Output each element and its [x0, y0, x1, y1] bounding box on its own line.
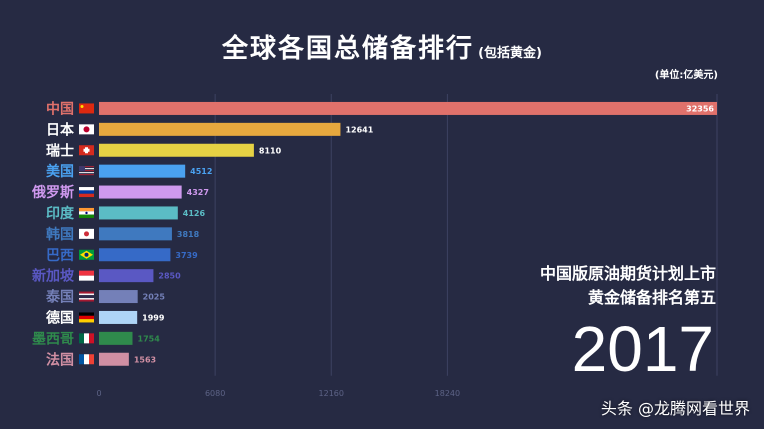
data-label: 4327	[187, 188, 209, 197]
annotation: 中国版原油期货计划上市 黄金储备排名第五	[540, 262, 716, 310]
data-label: 3739	[175, 251, 198, 260]
chart-title: 全球各国总储备排行	[222, 34, 475, 64]
x-tick-label: 6080	[205, 389, 225, 398]
bar	[99, 290, 138, 304]
bar	[99, 206, 178, 220]
category-label: 印度	[46, 205, 75, 222]
flag-jp-icon	[79, 124, 94, 135]
bar	[99, 164, 186, 178]
flag-de-icon	[79, 312, 94, 323]
data-label: 1754	[138, 334, 161, 343]
watermark: 头条 @龙腾网看世界	[600, 399, 750, 418]
bar	[99, 331, 133, 345]
data-label: 1999	[142, 313, 165, 322]
bar	[99, 269, 154, 283]
flag-sg-icon	[79, 270, 94, 281]
category-label: 泰国	[45, 289, 74, 306]
data-label: 2025	[143, 293, 166, 302]
category-label: 俄罗斯	[31, 184, 74, 201]
data-label: 8110	[259, 146, 282, 155]
data-label: 4126	[183, 209, 206, 218]
data-label: 4512	[190, 167, 212, 176]
bar	[99, 352, 129, 366]
category-label: 瑞士	[46, 142, 74, 159]
data-label: 3818	[177, 230, 200, 239]
chart-subtitle: (包括黄金)	[478, 46, 542, 61]
category-label: 韩国	[46, 226, 74, 243]
data-label: 32356	[686, 104, 714, 113]
flag-fr-icon	[79, 354, 94, 365]
bar	[99, 310, 138, 324]
data-label: 1563	[134, 355, 156, 364]
category-label: 中国	[46, 100, 74, 117]
flag-mx-icon	[79, 333, 94, 344]
category-label: 巴西	[46, 248, 74, 264]
data-label: 2850	[158, 272, 181, 281]
bar	[99, 227, 172, 241]
flag-in-icon	[79, 207, 94, 218]
flag-cn-icon	[79, 103, 94, 114]
x-tick-label: 18240	[435, 389, 460, 398]
x-tick-label: 0	[96, 389, 101, 398]
category-label: 美国	[46, 163, 74, 180]
chart-title-block: 全球各国总储备排行 (包括黄金)	[0, 28, 764, 65]
bar	[99, 101, 717, 115]
year-label: 2017	[571, 313, 714, 385]
bar	[99, 185, 182, 199]
flag-br-icon	[79, 249, 94, 260]
flag-us-icon	[79, 166, 94, 176]
x-tick-label: 12160	[319, 389, 344, 398]
annotation-line-2: 黄金储备排名第五	[587, 288, 716, 307]
flag-kr-icon	[79, 228, 94, 239]
flag-th-icon	[79, 291, 94, 302]
category-label: 新加坡	[32, 268, 75, 285]
category-label: 法国	[46, 351, 74, 368]
unit-label: (单位:亿美元)	[654, 70, 718, 81]
data-label: 12641	[345, 125, 373, 134]
bar	[99, 122, 341, 136]
annotation-line-1: 中国版原油期货计划上市	[539, 264, 716, 283]
flag-ch-icon	[79, 145, 94, 156]
flag-ru-icon	[79, 187, 94, 198]
category-label: 日本	[46, 121, 75, 138]
bar	[99, 248, 171, 262]
category-label: 墨西哥	[32, 331, 74, 347]
category-label: 德国	[46, 309, 74, 326]
bar	[99, 143, 254, 157]
